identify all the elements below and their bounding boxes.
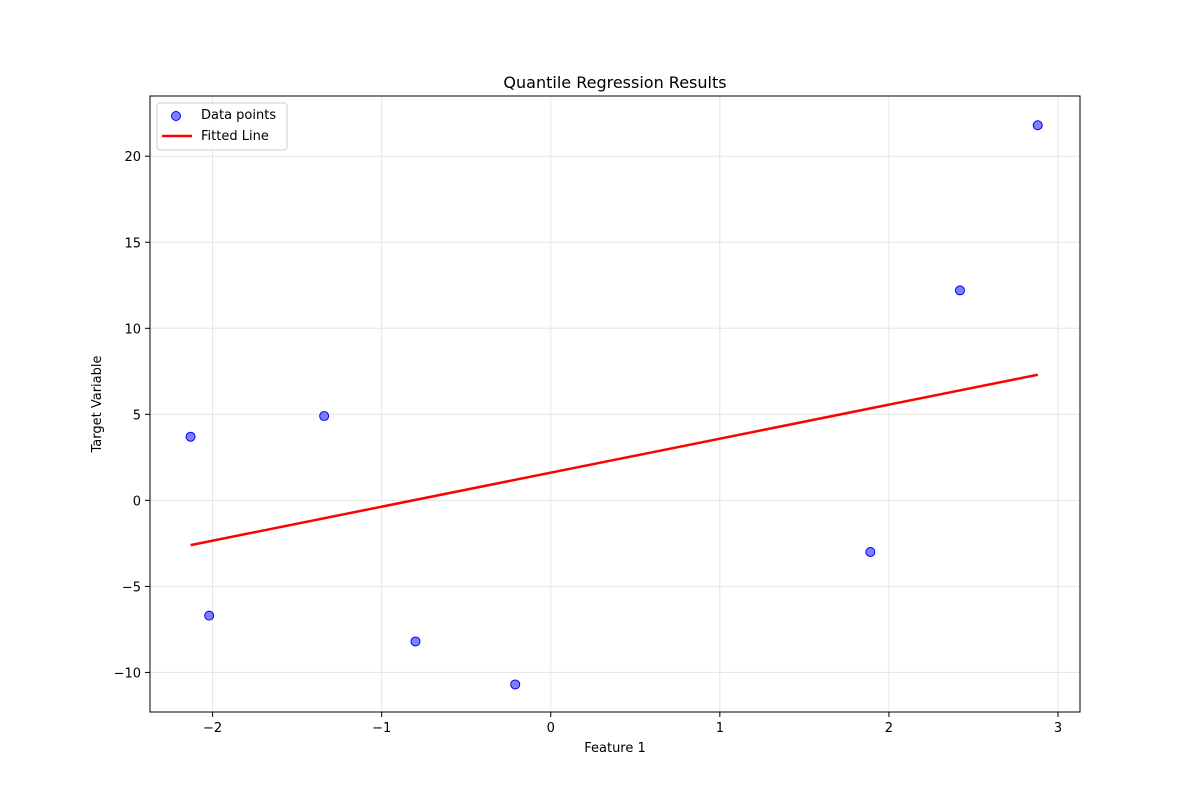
y-tick-label: 10 xyxy=(124,322,141,337)
y-tick-label: 0 xyxy=(133,494,141,509)
data-point xyxy=(954,285,965,296)
y-tick-label: −10 xyxy=(114,666,141,681)
legend-label-data-points: Data points xyxy=(201,108,276,123)
data-point xyxy=(204,610,215,621)
y-axis-ticks: −10 −5 0 5 10 15 20 xyxy=(114,150,150,681)
y-tick-label: 5 xyxy=(133,408,141,423)
data-point xyxy=(319,411,330,422)
data-point xyxy=(510,679,521,690)
grid-lines xyxy=(150,96,1080,712)
legend-label-fitted-line: Fitted Line xyxy=(201,129,269,144)
legend-marker-data-points xyxy=(171,111,181,121)
data-point xyxy=(1032,120,1043,131)
x-axis-ticks: −2 −1 0 1 2 3 xyxy=(203,712,1062,736)
chart-title: Quantile Regression Results xyxy=(503,73,726,92)
data-point xyxy=(865,546,876,557)
y-tick-label: 15 xyxy=(124,236,141,251)
x-tick-label: −1 xyxy=(372,721,391,736)
x-axis-label: Feature 1 xyxy=(584,741,646,756)
fitted-line-layer xyxy=(190,373,1038,547)
y-axis-label: Target Variable xyxy=(90,356,105,454)
x-tick-label: 1 xyxy=(716,721,724,736)
data-point xyxy=(410,636,421,647)
data-point xyxy=(185,431,196,442)
data-points-layer xyxy=(185,120,1043,690)
y-tick-label: 20 xyxy=(124,150,141,165)
plot-area xyxy=(149,95,1081,713)
fitted-line xyxy=(190,373,1038,547)
x-tick-label: 0 xyxy=(547,721,555,736)
y-tick-label: −5 xyxy=(122,580,141,595)
plot-frame xyxy=(149,95,1081,713)
x-tick-label: 3 xyxy=(1054,721,1062,736)
x-tick-label: 2 xyxy=(885,721,893,736)
legend: Data points Fitted Line xyxy=(156,102,288,151)
x-tick-label: −2 xyxy=(203,721,222,736)
legend-box xyxy=(156,102,288,151)
